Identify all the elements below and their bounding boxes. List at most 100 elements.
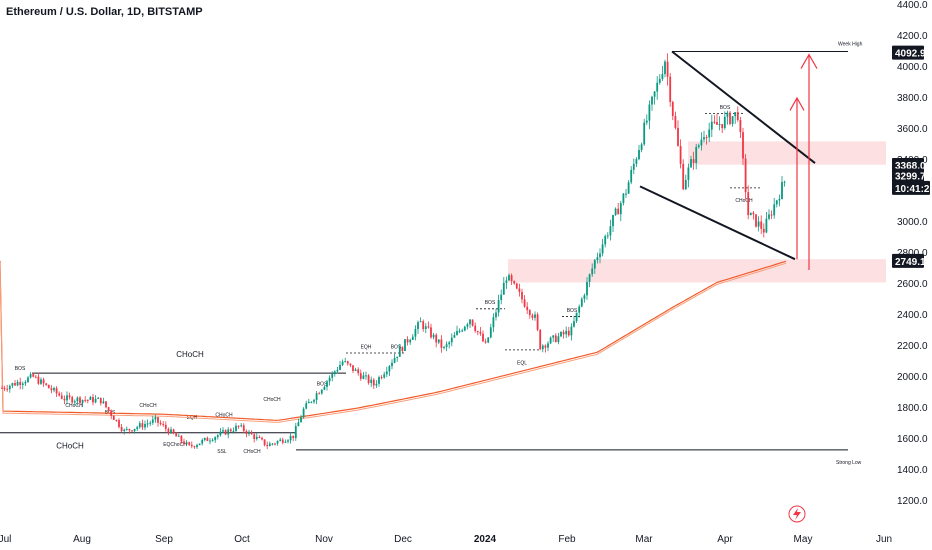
candle-body	[557, 336, 560, 343]
candle-body	[409, 339, 412, 343]
candle-body	[97, 397, 100, 399]
candle-body	[320, 389, 323, 394]
price-label: 4092.9	[892, 45, 926, 60]
candle-body	[653, 91, 656, 97]
candle-body	[125, 428, 128, 430]
x-tick-label: Jul	[0, 534, 11, 545]
price-label-box	[892, 168, 924, 183]
candle-body	[448, 342, 451, 345]
candle-body	[203, 437, 206, 440]
candle-body	[573, 321, 575, 327]
candle-body	[352, 365, 354, 371]
x-tick-label: Oct	[234, 534, 250, 545]
y-tick-label: 1600.0	[897, 434, 928, 445]
price-label-text: 3368.0	[895, 161, 926, 172]
candle-body	[206, 437, 209, 442]
candle-body	[638, 150, 640, 160]
candle-body	[258, 436, 261, 438]
candle-body	[450, 337, 453, 343]
candle-body	[664, 61, 666, 75]
choch-label-3: CHoCH	[139, 403, 157, 409]
candle-body	[705, 137, 708, 139]
candle-body	[326, 381, 328, 387]
ssl-label: SSL	[217, 449, 227, 455]
target-arrow-1-head	[800, 53, 818, 69]
candle-body	[586, 281, 588, 296]
candle-body	[570, 326, 573, 336]
candle-body	[575, 312, 578, 322]
candle-body	[531, 315, 534, 318]
candle-body	[55, 388, 58, 394]
candle-body	[120, 426, 123, 431]
candle-body	[536, 314, 539, 330]
candle-body	[692, 159, 695, 163]
candle-body	[630, 169, 633, 183]
x-tick-label: Mar	[635, 534, 653, 545]
bos-label-3: BOS	[317, 382, 328, 388]
y-axis: 4400.04200.04000.03800.03600.03400.03000…	[897, 0, 928, 507]
candle-body	[765, 218, 768, 233]
candle-body	[726, 112, 729, 117]
candle-body	[640, 144, 643, 151]
candle-body	[645, 120, 648, 123]
demand-zone	[508, 259, 886, 283]
structure-lines: CHoCH CHoCH BOS CHoCH BOS CHoCH EQH CHoCH CHoCH B…	[0, 41, 863, 466]
candle-body	[367, 375, 370, 383]
x-axis: Jul Aug Sep Oct Nov Dec 2024 Feb Mar Apr May Jun	[0, 534, 892, 545]
candle-body	[34, 376, 37, 378]
candle-body	[487, 337, 490, 343]
y-tick-label: 4200.0	[897, 31, 928, 42]
candle-body	[32, 374, 35, 377]
candle-body	[666, 61, 669, 77]
candle-body	[118, 420, 120, 427]
x-tick-label: Nov	[315, 534, 333, 545]
candle-body	[92, 396, 94, 403]
price-label-box	[892, 157, 924, 172]
candle-body	[162, 424, 165, 426]
candle-body	[245, 431, 248, 435]
candle-body	[157, 417, 159, 423]
candle-body	[677, 127, 679, 146]
choch-label-6: CHoCH	[735, 198, 753, 204]
candle-body	[354, 369, 357, 371]
candle-body	[437, 339, 440, 343]
bos-label-1: BOS	[15, 366, 26, 372]
candle-body	[492, 317, 495, 328]
candle-body	[471, 319, 474, 326]
y-tick-label: 2800.0	[897, 248, 928, 259]
candle-body	[635, 159, 638, 164]
candle-body	[734, 112, 737, 117]
candle-body	[554, 335, 557, 343]
candle-body	[362, 375, 365, 379]
candle-body	[370, 379, 373, 383]
candle-body	[388, 366, 391, 372]
candle-body	[214, 437, 217, 441]
candle-body	[521, 291, 523, 300]
candle-body	[500, 294, 503, 300]
candle-body	[107, 407, 110, 411]
candle-body	[380, 377, 383, 379]
candle-body	[768, 214, 770, 219]
y-tick-label: 2600.0	[897, 279, 928, 290]
price-label-box	[892, 253, 924, 268]
candle-body	[237, 425, 240, 427]
candle-body	[196, 445, 198, 448]
candle-body	[710, 121, 713, 130]
candle-body	[417, 322, 419, 330]
candle-body	[310, 401, 313, 403]
candle-body	[401, 347, 404, 351]
candle-body	[445, 344, 448, 347]
candle-body	[658, 78, 661, 83]
candle-body	[232, 430, 235, 432]
candle-body	[627, 182, 630, 194]
candle-body	[443, 346, 445, 348]
y-tick-label: 4400.0	[897, 0, 928, 11]
candle-body	[502, 282, 505, 295]
candle-body	[133, 428, 136, 432]
candle-body	[201, 439, 204, 444]
price-label-text: 10:41:28	[895, 184, 932, 195]
candle-body	[16, 381, 19, 386]
candle-body	[37, 376, 40, 384]
candle-body	[302, 408, 305, 418]
